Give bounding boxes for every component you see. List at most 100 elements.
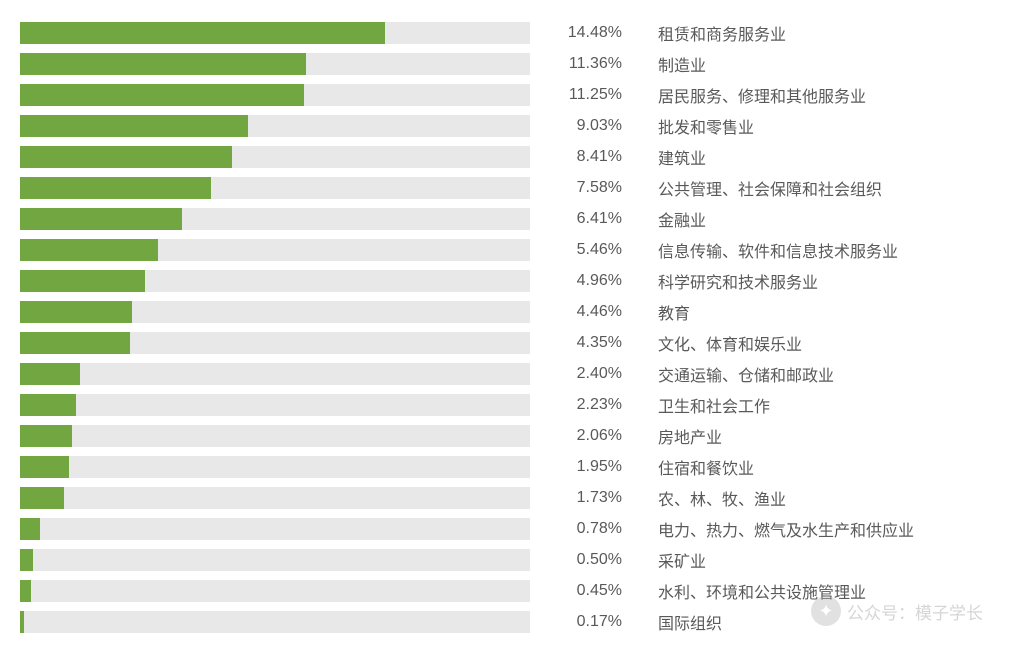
bar-category-label: 公共管理、社会保障和社会组织 <box>630 176 1003 200</box>
chart-row: 9.03%批发和零售业 <box>20 111 1003 141</box>
bar-track <box>20 239 530 261</box>
bar-track <box>20 301 530 323</box>
chart-row: 0.78%电力、热力、燃气及水生产和供应业 <box>20 514 1003 544</box>
bar-category-label: 建筑业 <box>630 145 1003 169</box>
bar-track <box>20 84 530 106</box>
watermark: ✦ 公众号：模子学长 <box>811 596 983 626</box>
bar-track <box>20 487 530 509</box>
bar-value-label: 0.17% <box>530 613 630 631</box>
bar-category-label: 居民服务、修理和其他服务业 <box>630 83 1003 107</box>
bar-value-label: 2.40% <box>530 365 630 383</box>
bar-value-label: 1.73% <box>530 489 630 507</box>
bar-fill <box>20 549 33 571</box>
bar-fill <box>20 518 40 540</box>
bar-track <box>20 363 530 385</box>
bar-category-label: 文化、体育和娱乐业 <box>630 331 1003 355</box>
chart-row: 1.95%住宿和餐饮业 <box>20 452 1003 482</box>
bar-fill <box>20 84 304 106</box>
watermark-icon: ✦ <box>811 596 841 626</box>
chart-row: 2.06%房地产业 <box>20 421 1003 451</box>
bar-fill <box>20 363 80 385</box>
bar-category-label: 教育 <box>630 300 1003 324</box>
bar-category-label: 电力、热力、燃气及水生产和供应业 <box>630 517 1003 541</box>
bar-value-label: 0.45% <box>530 582 630 600</box>
bar-fill <box>20 208 182 230</box>
bar-fill <box>20 456 69 478</box>
chart-row: 4.96%科学研究和技术服务业 <box>20 266 1003 296</box>
chart-row: 2.40%交通运输、仓储和邮政业 <box>20 359 1003 389</box>
chart-row: 0.50%采矿业 <box>20 545 1003 575</box>
bar-category-label: 交通运输、仓储和邮政业 <box>630 362 1003 386</box>
bar-category-label: 金融业 <box>630 207 1003 231</box>
bar-fill <box>20 487 64 509</box>
bar-value-label: 14.48% <box>530 24 630 42</box>
bar-fill <box>20 394 76 416</box>
bar-value-label: 2.23% <box>530 396 630 414</box>
chart-row: 7.58%公共管理、社会保障和社会组织 <box>20 173 1003 203</box>
bar-fill <box>20 53 306 75</box>
bar-value-label: 7.58% <box>530 179 630 197</box>
bar-value-label: 5.46% <box>530 241 630 259</box>
chart-row: 4.46%教育 <box>20 297 1003 327</box>
chart-row: 5.46%信息传输、软件和信息技术服务业 <box>20 235 1003 265</box>
chart-row: 11.36%制造业 <box>20 49 1003 79</box>
bar-track <box>20 425 530 447</box>
bar-value-label: 11.25% <box>530 86 630 104</box>
bar-fill <box>20 611 24 633</box>
bar-fill <box>20 425 72 447</box>
bar-track <box>20 53 530 75</box>
bar-fill <box>20 270 145 292</box>
bar-category-label: 信息传输、软件和信息技术服务业 <box>630 238 1003 262</box>
chart-row: 11.25%居民服务、修理和其他服务业 <box>20 80 1003 110</box>
bar-category-label: 制造业 <box>630 52 1003 76</box>
bar-category-label: 采矿业 <box>630 548 1003 572</box>
bar-value-label: 0.78% <box>530 520 630 538</box>
bar-category-label: 科学研究和技术服务业 <box>630 269 1003 293</box>
bar-track <box>20 518 530 540</box>
bar-track <box>20 146 530 168</box>
bar-value-label: 6.41% <box>530 210 630 228</box>
chart-row: 8.41%建筑业 <box>20 142 1003 172</box>
bar-track <box>20 549 530 571</box>
bar-chart: 14.48%租赁和商务服务业11.36%制造业11.25%居民服务、修理和其他服… <box>20 18 1003 637</box>
bar-fill <box>20 580 31 602</box>
chart-row: 14.48%租赁和商务服务业 <box>20 18 1003 48</box>
bar-category-label: 批发和零售业 <box>630 114 1003 138</box>
bar-value-label: 1.95% <box>530 458 630 476</box>
bar-value-label: 9.03% <box>530 117 630 135</box>
bar-track <box>20 332 530 354</box>
chart-row: 6.41%金融业 <box>20 204 1003 234</box>
bar-value-label: 11.36% <box>530 55 630 73</box>
bar-track <box>20 394 530 416</box>
bar-track <box>20 270 530 292</box>
bar-fill <box>20 332 130 354</box>
bar-track <box>20 208 530 230</box>
bar-category-label: 卫生和社会工作 <box>630 393 1003 417</box>
bar-track <box>20 22 530 44</box>
bar-track <box>20 115 530 137</box>
bar-category-label: 房地产业 <box>630 424 1003 448</box>
bar-track <box>20 177 530 199</box>
bar-track <box>20 611 530 633</box>
bar-fill <box>20 22 385 44</box>
bar-track <box>20 456 530 478</box>
bar-fill <box>20 177 211 199</box>
chart-row: 1.73%农、林、牧、渔业 <box>20 483 1003 513</box>
bar-value-label: 4.96% <box>530 272 630 290</box>
bar-value-label: 2.06% <box>530 427 630 445</box>
bar-track <box>20 580 530 602</box>
bar-value-label: 4.46% <box>530 303 630 321</box>
bar-category-label: 住宿和餐饮业 <box>630 455 1003 479</box>
bar-value-label: 0.50% <box>530 551 630 569</box>
chart-row: 4.35%文化、体育和娱乐业 <box>20 328 1003 358</box>
bar-category-label: 租赁和商务服务业 <box>630 21 1003 45</box>
bar-fill <box>20 239 158 261</box>
bar-fill <box>20 115 248 137</box>
bar-fill <box>20 301 132 323</box>
watermark-text: 公众号：模子学长 <box>847 599 983 624</box>
chart-row: 2.23%卫生和社会工作 <box>20 390 1003 420</box>
bar-value-label: 8.41% <box>530 148 630 166</box>
bar-value-label: 4.35% <box>530 334 630 352</box>
bar-category-label: 农、林、牧、渔业 <box>630 486 1003 510</box>
bar-fill <box>20 146 232 168</box>
